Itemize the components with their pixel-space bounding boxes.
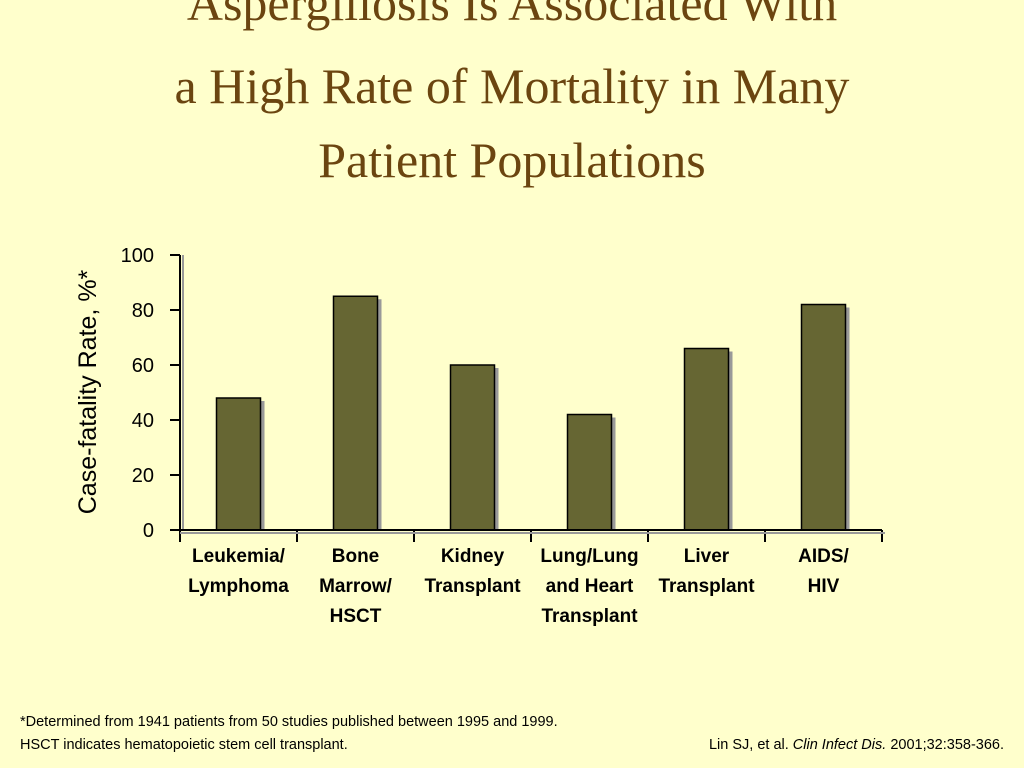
bar [449, 364, 496, 531]
x-tick-label: Transplant [424, 576, 521, 597]
y-tick-label: 20 [132, 465, 154, 487]
x-tick-label: AIDS/ [798, 546, 849, 567]
x-tick-label: Transplant [658, 576, 755, 597]
bar [215, 397, 262, 531]
citation-text: 2001;32:358-366. [890, 737, 1004, 753]
footnote: HSCT indicates hematopoietic stem cell t… [20, 737, 348, 753]
x-tick-label: Leukemia/ [192, 546, 286, 567]
x-tick-label: HSCT [330, 606, 382, 627]
bar [566, 413, 613, 531]
x-tick-label: Marrow/ [319, 576, 393, 597]
citation-text: Lin SJ, et al. [708, 737, 789, 753]
chart: Aspergillosis Is Associated With a High … [74, 0, 885, 627]
citation: Lin SJ, et al. Clin Infect Dis. 2001;32:… [709, 737, 1004, 753]
bar [332, 295, 379, 531]
title-line: Aspergillosis Is Associated With [187, 0, 837, 31]
y-tick-label: 100 [121, 245, 154, 267]
y-tick-label: 40 [132, 410, 154, 432]
title-line: Patient Populations [318, 132, 706, 188]
x-tick-label: Lymphoma [188, 576, 289, 597]
citation-journal: Clin Infect Dis. [792, 737, 887, 753]
y-axis-label: Case-fatality Rate, %* [74, 269, 102, 514]
title-line: a High Rate of Mortality in Many [175, 58, 850, 114]
x-tick-label: Bone [332, 546, 380, 567]
y-tick-label: 0 [143, 520, 154, 542]
x-tick-label: Transplant [541, 606, 638, 627]
x-tick-label: Kidney [441, 546, 505, 567]
x-tick-label: Lung/Lung [540, 546, 638, 567]
footnote: *Determined from 1941 patients from 50 s… [20, 714, 558, 730]
x-tick-label: and Heart [546, 576, 634, 597]
y-tick-label: 80 [132, 300, 154, 322]
bar [683, 347, 730, 531]
x-tick-label: HIV [808, 576, 840, 597]
bar [800, 303, 847, 531]
y-tick-label: 60 [132, 355, 154, 377]
x-tick-label: Liver [684, 546, 730, 567]
